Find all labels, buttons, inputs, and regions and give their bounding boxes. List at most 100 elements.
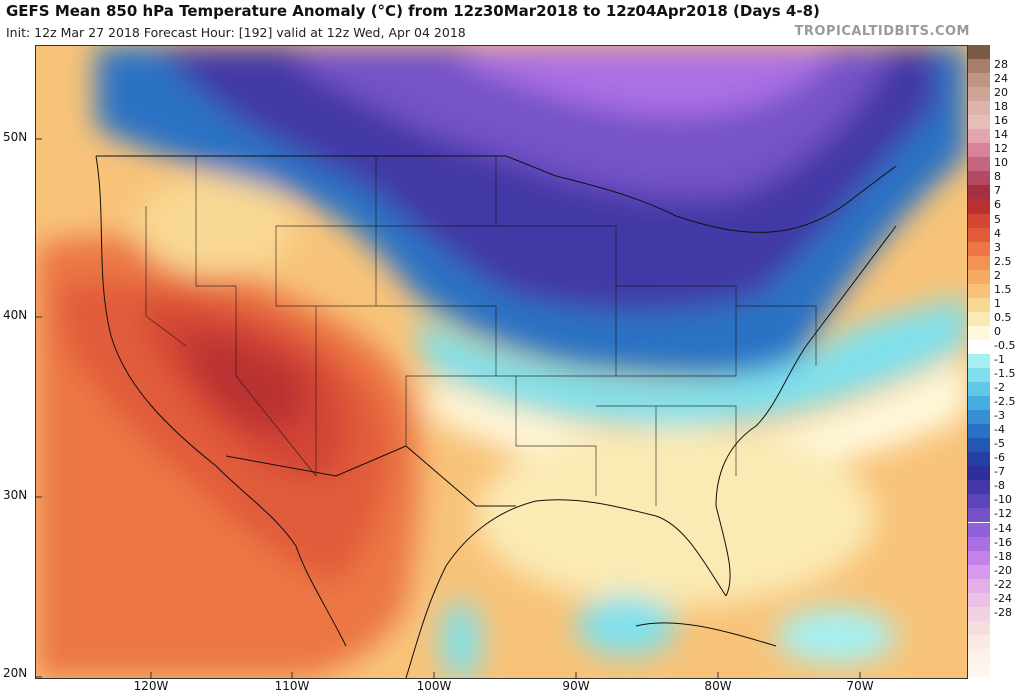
legend-swatch (968, 508, 990, 523)
legend-label: 1.5 (994, 282, 1012, 296)
cool-transition-band (416, 296, 967, 426)
legend-entry: -4 (968, 423, 1024, 439)
state-line (616, 285, 737, 377)
legend-entry: 8 (968, 170, 1024, 186)
legend-entry: -18 (968, 550, 1024, 565)
legend-swatch (968, 620, 990, 635)
state-line (195, 156, 236, 287)
legend-swatch (968, 199, 990, 214)
legend-label: 5 (994, 212, 1001, 226)
legend-label: 0.5 (994, 310, 1012, 324)
legend-label: 3 (994, 240, 1001, 254)
legend-swatch (968, 550, 990, 565)
gulf-coast-line (405, 499, 727, 678)
legend-entry: -8 (968, 479, 1024, 495)
legend-entry: -22 (968, 577, 1024, 593)
legend-label: 20 (994, 86, 1008, 100)
legend-swatch (968, 606, 990, 621)
legend-label: 14 (994, 128, 1008, 142)
legend-entry: -3 (968, 409, 1024, 425)
legend-swatch (968, 171, 990, 186)
legend-label: 16 (994, 114, 1008, 128)
legend-swatch (968, 410, 990, 425)
legend-entry: -2 (968, 381, 1024, 397)
lat-label-40n: 40N (3, 308, 28, 322)
legend-label: 18 (994, 100, 1008, 114)
legend-swatch (968, 396, 990, 411)
legend-entry: 1.5 (968, 282, 1024, 298)
legend-swatch (968, 424, 990, 439)
legend-label: 12 (994, 142, 1008, 156)
legend-swatch (968, 648, 990, 663)
legend-label: 7 (994, 184, 1001, 198)
east-coast-line (715, 225, 897, 597)
legend-swatch (968, 578, 990, 593)
legend-entry: 28 (968, 58, 1024, 74)
lon-label-120w: 120W (133, 679, 169, 693)
legend-swatch (968, 592, 990, 607)
legend-entry: 2.5 (968, 255, 1024, 270)
legend-swatch (968, 101, 990, 116)
legend-label: -2.5 (994, 395, 1016, 409)
legend-swatch (968, 662, 990, 677)
legend-entry: 1 (968, 297, 1024, 312)
legend-entry: -0.5 (968, 338, 1024, 354)
legend-label: -24 (994, 591, 1012, 605)
legend-entry (968, 620, 1024, 635)
northwest-weak-warm (136, 176, 296, 276)
legend-entry: 20 (968, 86, 1024, 102)
legend-entry: -1.5 (968, 367, 1024, 383)
state-line (736, 305, 817, 366)
legend-label: -5 (994, 437, 1005, 451)
legend-entry: -28 (968, 606, 1024, 621)
pacific-cool-patch (441, 601, 481, 678)
state-lines (145, 156, 817, 506)
legend-swatch (968, 297, 990, 312)
legend-label: -6 (994, 451, 1005, 465)
legend-entry: -6 (968, 451, 1024, 467)
legend-swatch (968, 634, 990, 649)
legend-swatch (968, 255, 990, 270)
legend-entry (968, 648, 1024, 663)
legend-swatch (968, 339, 990, 354)
legend-label: -1 (994, 352, 1005, 366)
legend-swatch (968, 269, 990, 284)
legend-label: -1.5 (994, 367, 1016, 381)
lat-label-20n: 20N (3, 666, 28, 680)
legend-label: -2 (994, 381, 1005, 395)
legend-entry (968, 45, 1024, 60)
legend-swatch (968, 157, 990, 172)
legend-swatch (968, 45, 990, 60)
legend-swatch (968, 452, 990, 467)
legend-entry: -5 (968, 437, 1024, 453)
legend-label: -10 (994, 493, 1012, 507)
legend-entry: 14 (968, 128, 1024, 144)
legend-entry: -24 (968, 591, 1024, 607)
legend-entry: 4 (968, 227, 1024, 242)
legend-entry: -14 (968, 521, 1024, 537)
legend-swatch (968, 368, 990, 383)
legend-entry: 3 (968, 240, 1024, 256)
hottest-core (186, 335, 307, 431)
lon-label-80w: 80W (704, 679, 732, 693)
legend-swatch (968, 438, 990, 453)
legend-entry: -2.5 (968, 395, 1024, 411)
legend-swatch (968, 325, 990, 340)
legend-swatch (968, 564, 990, 579)
legend-entry: -7 (968, 465, 1024, 481)
legend-label: -7 (994, 465, 1005, 479)
legend-entry: -12 (968, 507, 1024, 523)
lat-label-30n: 30N (3, 488, 28, 502)
legend-label: -14 (994, 521, 1012, 535)
legend-swatch (968, 87, 990, 102)
cuba-outline (635, 622, 777, 647)
legend-label: -0.5 (994, 338, 1016, 352)
legend-label: -22 (994, 577, 1012, 591)
state-line (515, 376, 597, 496)
legend-label: 8 (994, 170, 1001, 184)
legend-label: -20 (994, 563, 1012, 577)
state-line (596, 405, 737, 476)
legend-swatch (968, 466, 990, 481)
state-line (145, 206, 187, 347)
legend-entry (968, 634, 1024, 649)
